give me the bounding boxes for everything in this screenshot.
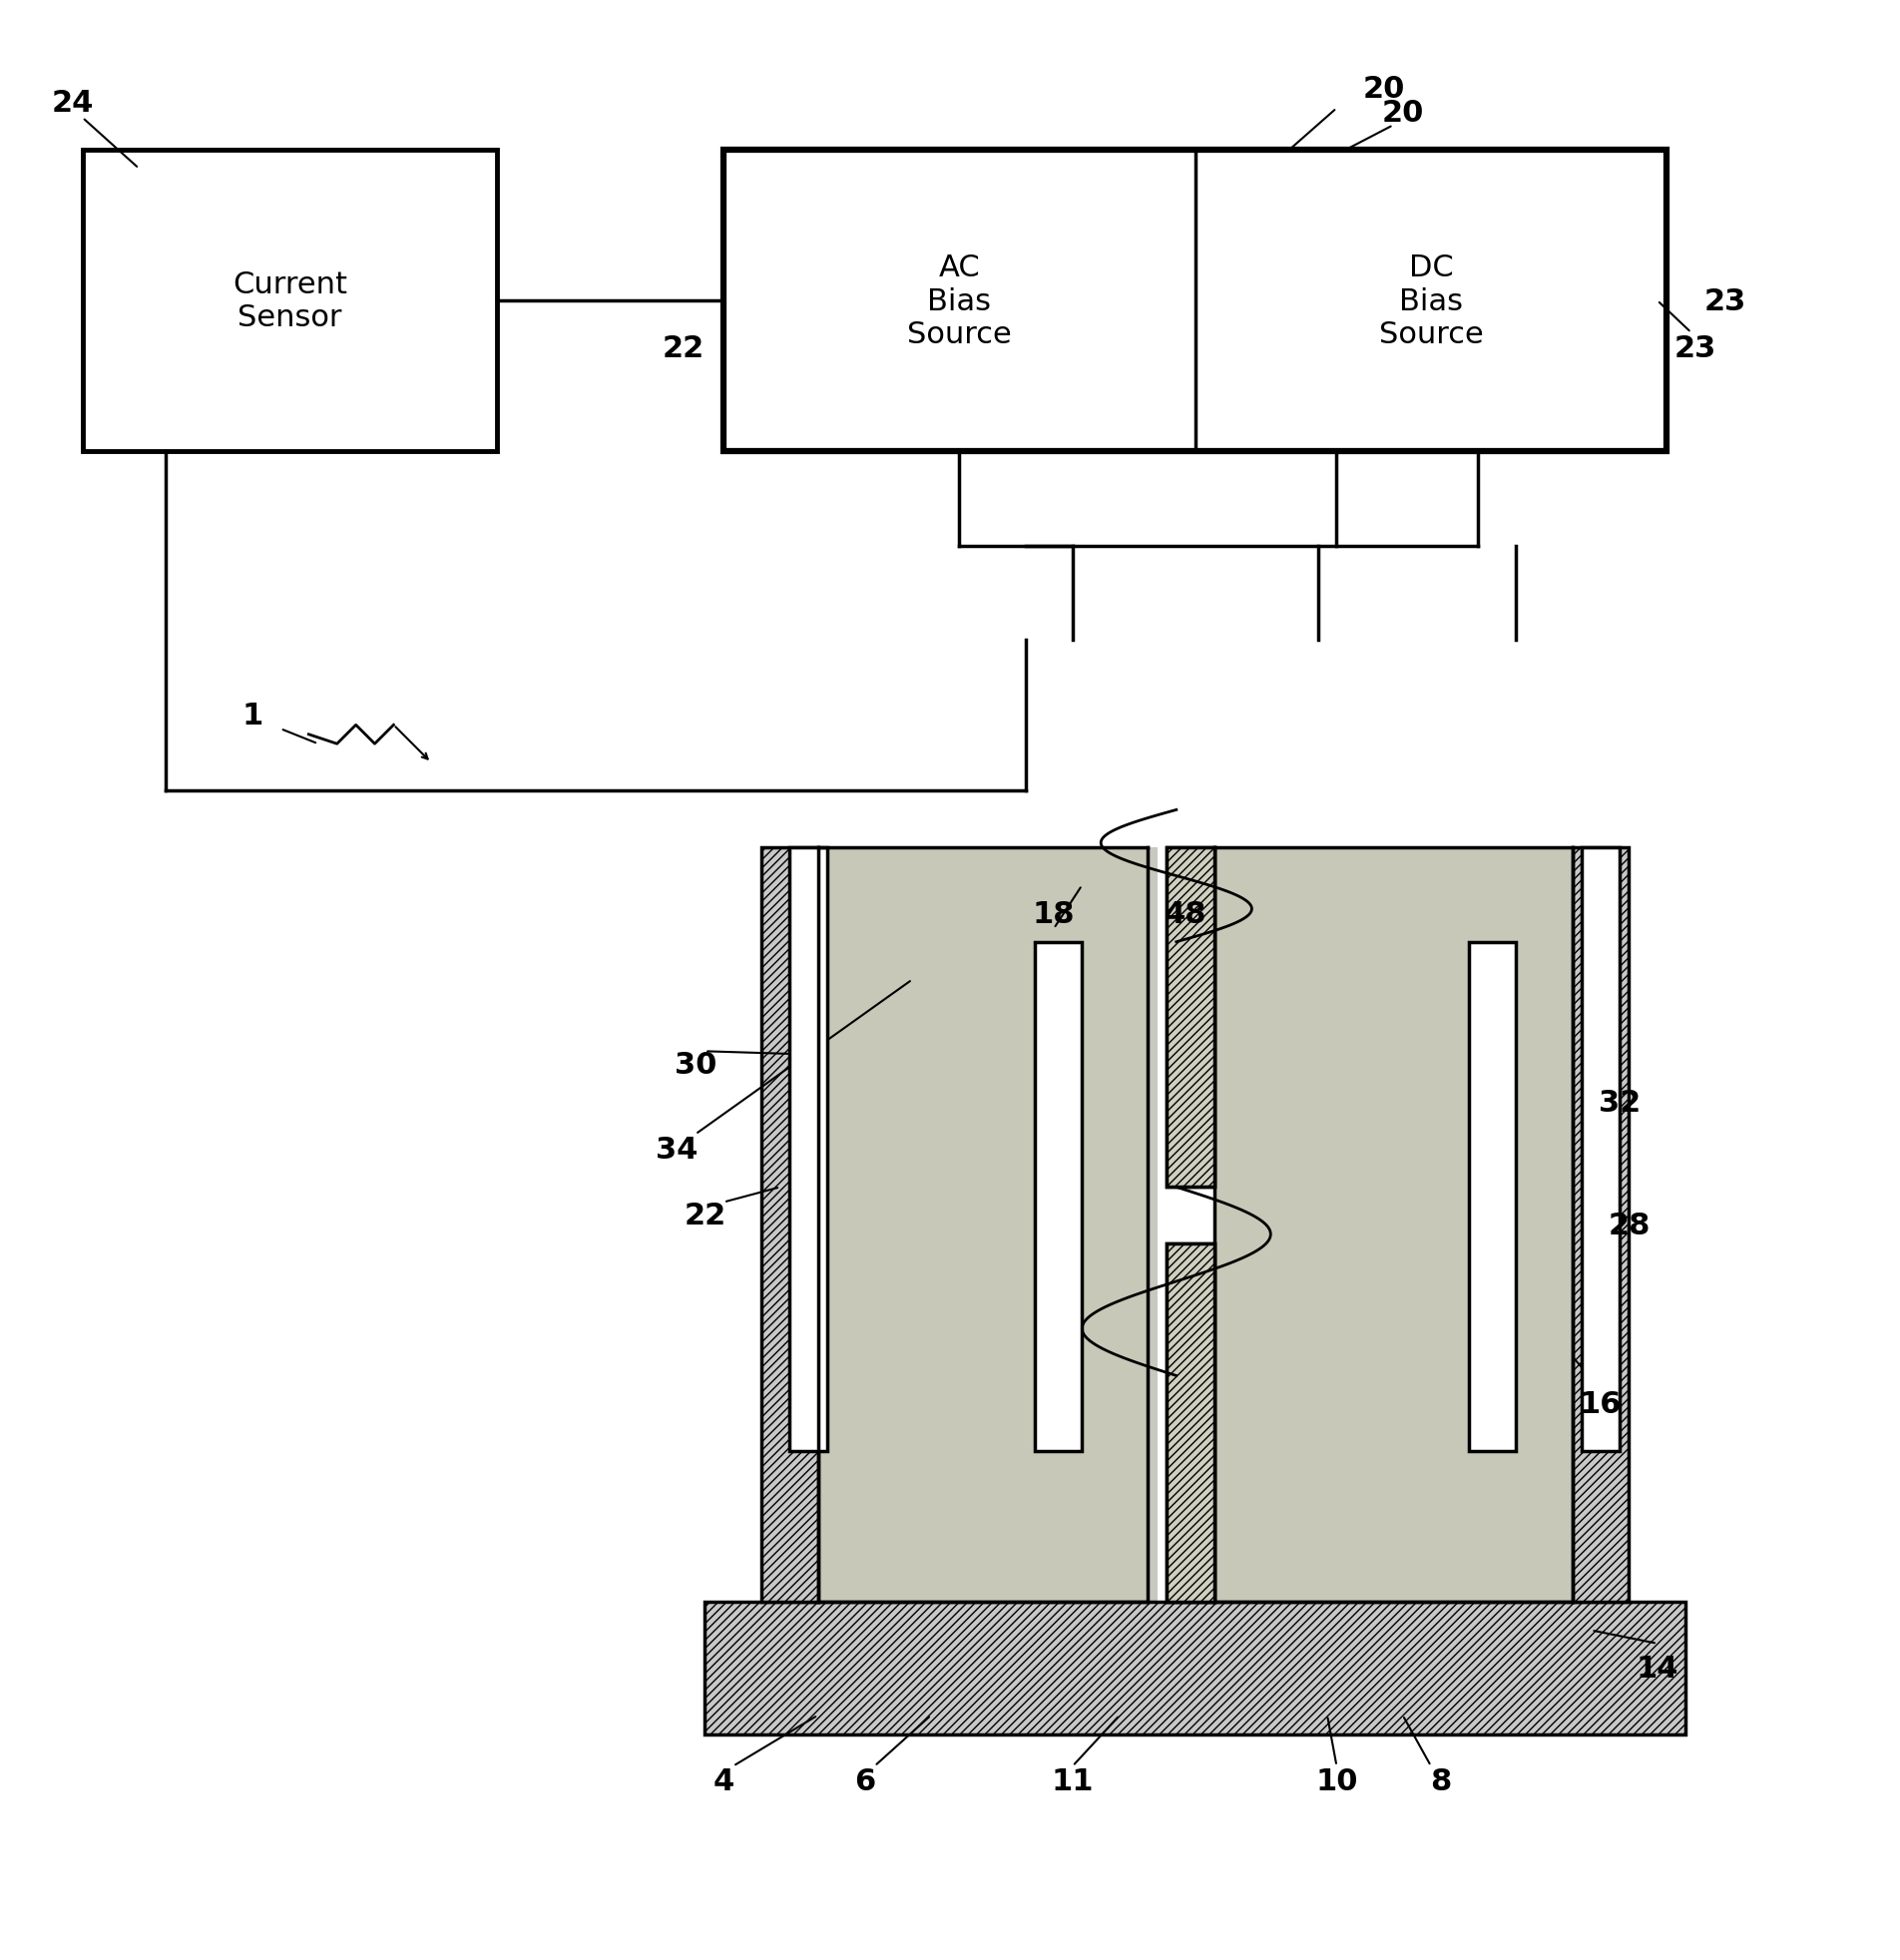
Text: 22: 22 [684,1201,726,1231]
Bar [1573,849,1628,1601]
Text: 23: 23 [1674,333,1716,363]
Text: 1: 1 [241,702,262,731]
Text: Current
Sensor: Current Sensor [232,270,348,333]
Text: 11: 11 [1051,1766,1094,1795]
Text: 18: 18 [1032,900,1075,929]
Bar [1469,943,1516,1450]
Text: 23: 23 [1704,286,1746,316]
Text: 20: 20 [1362,74,1404,104]
Bar [1214,849,1583,1601]
Text: 8: 8 [1431,1766,1452,1795]
Text: 30: 30 [674,1051,716,1080]
Text: 14: 14 [1636,1654,1678,1682]
Text: 24: 24 [51,88,95,118]
Text: DC
Bias
Source: DC Bias Source [1379,253,1484,349]
Text: 6: 6 [855,1766,876,1795]
Text: 32: 32 [1598,1088,1642,1117]
Bar [819,849,1148,1601]
Text: 4: 4 [712,1766,733,1795]
Text: 34: 34 [656,1135,697,1164]
Bar [82,151,498,453]
Bar [819,849,1157,1601]
Text: 48: 48 [1165,900,1206,929]
Bar [762,849,819,1601]
Text: 16: 16 [1579,1390,1623,1419]
Bar [1583,849,1619,1450]
Bar [705,1601,1685,1735]
Bar [1167,1245,1214,1601]
Bar [1167,849,1214,1188]
Bar [1214,849,1592,1601]
Bar [1167,1245,1214,1601]
Bar [819,849,1157,1601]
Text: 22: 22 [663,333,705,363]
Bar [1167,849,1214,1188]
Text: 10: 10 [1315,1766,1359,1795]
Text: 20: 20 [1381,98,1423,127]
Text: AC
Bias
Source: AC Bias Source [906,253,1011,349]
Bar [724,151,1666,453]
Bar [790,849,826,1450]
Bar [1036,943,1081,1450]
Text: 28: 28 [1607,1211,1651,1239]
